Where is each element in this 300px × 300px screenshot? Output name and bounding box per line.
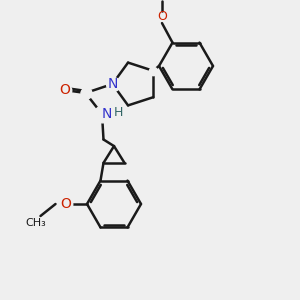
Text: H: H (114, 106, 123, 119)
Text: O: O (61, 197, 71, 211)
Text: N: N (101, 107, 112, 121)
Text: CH₃: CH₃ (26, 218, 46, 228)
Text: N: N (107, 77, 118, 91)
Text: O: O (59, 83, 70, 97)
Text: O: O (157, 10, 167, 23)
